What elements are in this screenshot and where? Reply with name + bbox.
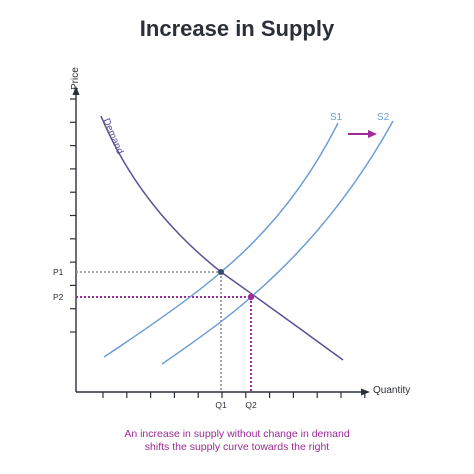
y-axis-ticks (70, 98, 76, 333)
y-axis-label: Price (70, 67, 81, 90)
p2-label: P2 (53, 292, 64, 302)
equilibrium-point-1 (218, 269, 224, 275)
s2-label: S2 (377, 112, 390, 123)
x-axis-label: Quantity (373, 385, 410, 396)
x-axis-ticks (102, 392, 366, 398)
s1-label: S1 (330, 112, 343, 123)
equilibrium-point-2 (247, 293, 255, 301)
shift-right-arrow-icon (348, 130, 377, 138)
caption-line-1: An increase in supply without change in … (124, 428, 350, 440)
q2-label: Q2 (245, 400, 257, 410)
caption-line-2: shifts the supply curve towards the righ… (144, 441, 330, 453)
q1-label: Q1 (215, 400, 227, 410)
supply-curve-s2 (161, 120, 394, 365)
diagram-title: Increase in Supply (139, 16, 335, 41)
y-axis-arrow-icon (72, 86, 80, 95)
axes (72, 86, 370, 396)
p1-label: P1 (53, 267, 64, 277)
demand-curve (100, 115, 344, 361)
demand-label: Demand (100, 117, 125, 156)
caption: An increase in supply without change in … (0, 428, 474, 454)
x-axis-arrow-icon (361, 388, 370, 396)
equilibrium-guides (76, 271, 252, 392)
